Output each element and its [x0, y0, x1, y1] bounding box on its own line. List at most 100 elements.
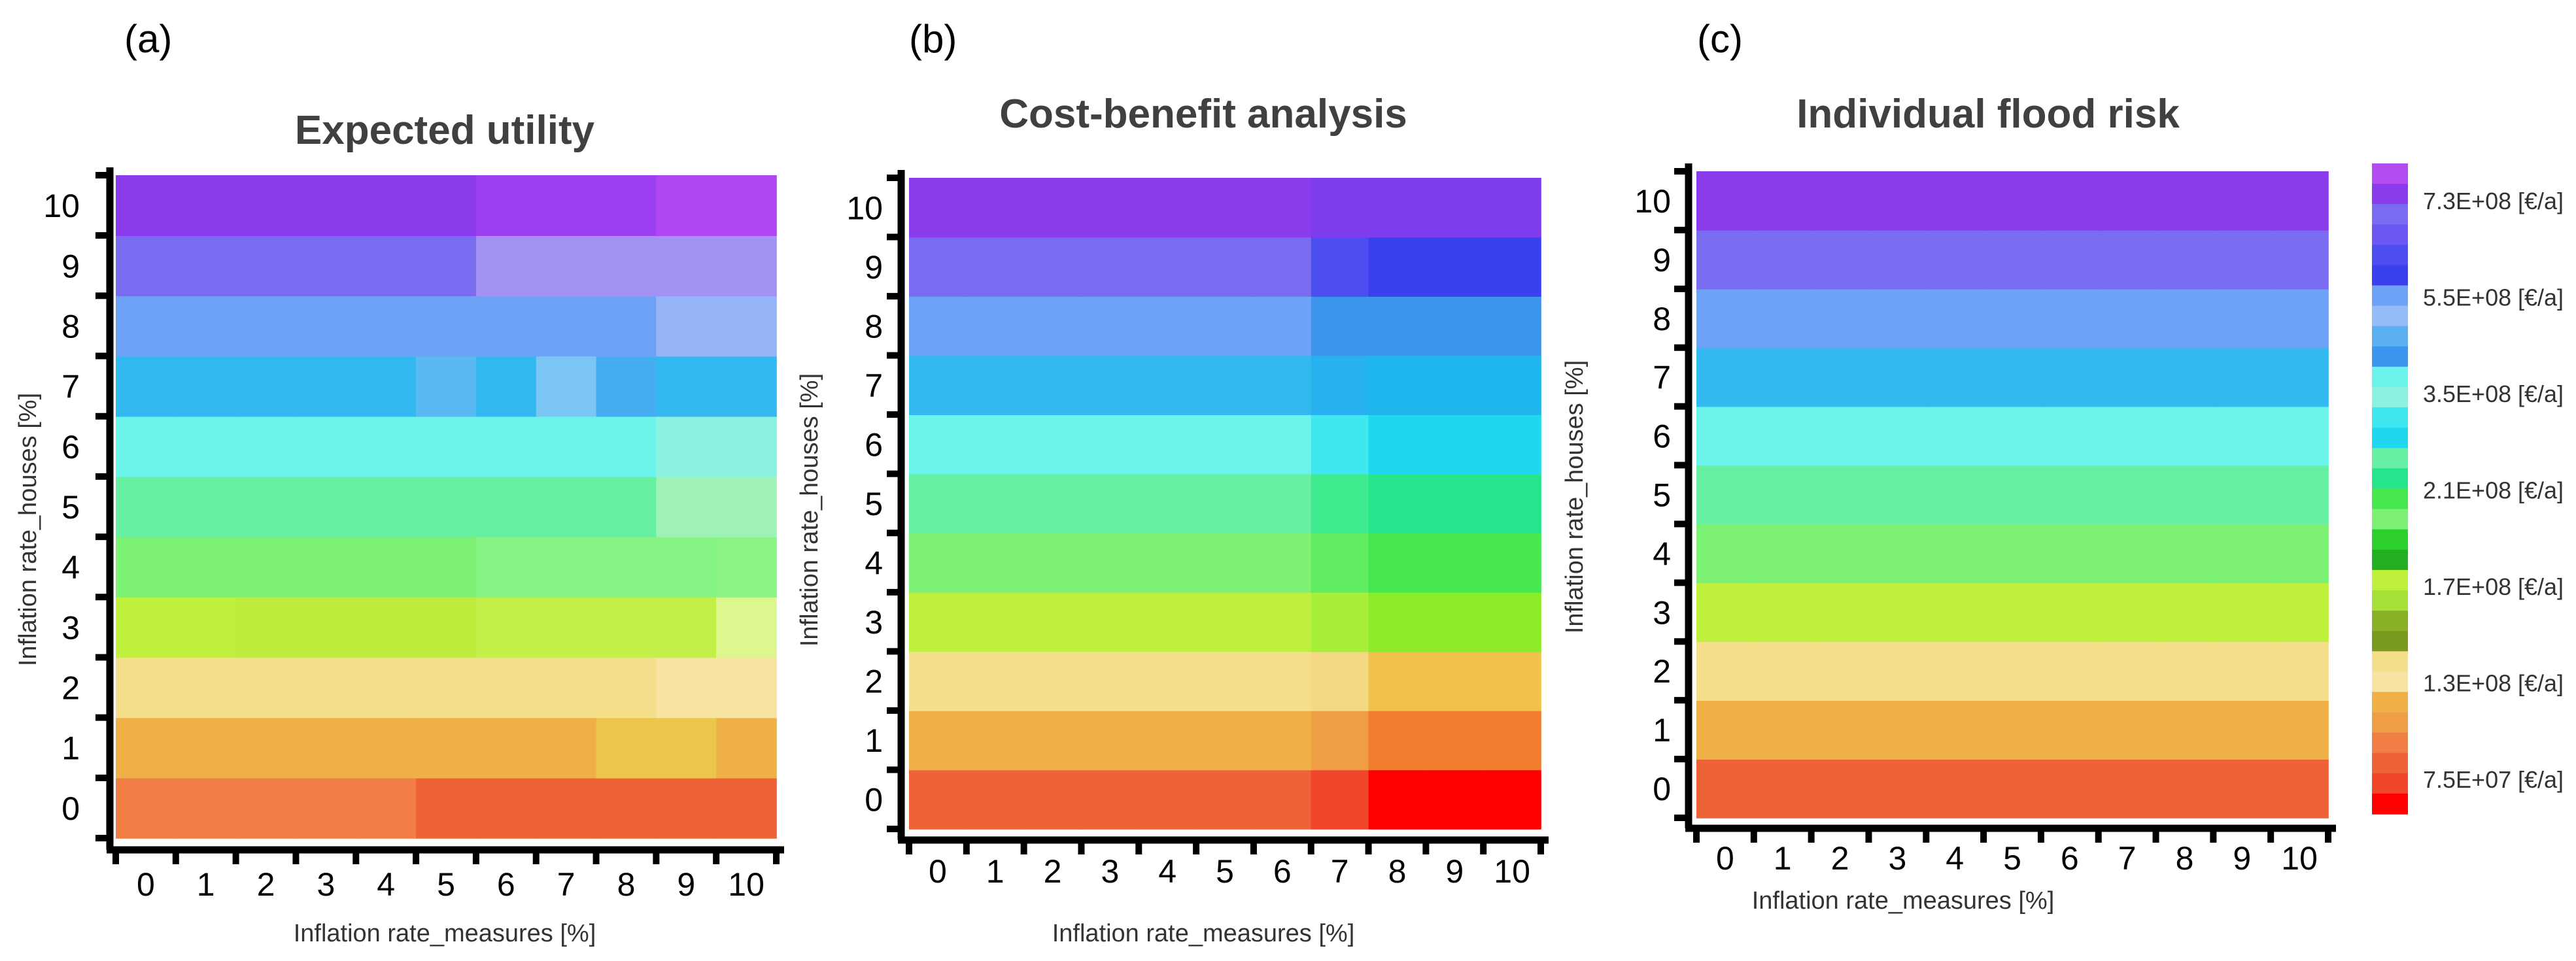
heatmap-cell [2155, 465, 2214, 525]
heatmap-cell [909, 533, 967, 593]
heatmap-cell [1926, 229, 1984, 290]
heatmap-cell [1196, 592, 1254, 652]
heatmap-cell [909, 355, 967, 415]
y-tick-label: 3 [61, 609, 80, 646]
heatmap-cell [2213, 347, 2271, 407]
heatmap-cell [2213, 641, 2271, 701]
x-tick-label: 4 [1158, 853, 1176, 890]
x-tick-label: 1 [1774, 840, 1792, 877]
y-tick-label: 4 [865, 545, 883, 582]
colorbar-swatch [2372, 285, 2408, 307]
heatmap-cell [2271, 288, 2329, 348]
y-tick-label: 5 [61, 489, 80, 526]
heatmap-cell [296, 597, 357, 658]
colorbar-swatch [2372, 468, 2408, 490]
heatmap-cell [1253, 237, 1312, 297]
colorbar-swatch [2372, 163, 2408, 184]
heatmap-cell [1196, 710, 1254, 771]
heatmap-cell [235, 597, 297, 658]
heatmap-cell [1753, 171, 1812, 231]
heatmap-cell [909, 414, 967, 475]
heatmap-cell [175, 356, 237, 417]
y-tick-label: 4 [1653, 535, 1671, 572]
heatmap-cell [536, 476, 597, 537]
panel-tag: (a) [124, 17, 172, 61]
colorbar-swatch [2372, 509, 2408, 530]
heatmap-cell [2271, 406, 2329, 466]
heatmap-cell [966, 651, 1025, 711]
colorbar-swatch [2372, 732, 2408, 754]
heatmap-cell [1426, 710, 1484, 771]
heatmap-cell [1081, 533, 1140, 593]
heatmap-cell [596, 416, 657, 477]
x-axis-label: Inflation rate_measures [%] [294, 920, 596, 947]
heatmap-cell [2098, 229, 2157, 290]
heatmap-cell [1426, 769, 1484, 830]
heatmap-cell [1868, 759, 1927, 818]
heatmap-cell [1311, 710, 1369, 771]
heatmap-cell [909, 473, 967, 534]
y-tick-labels: 0 1 2 3 4 5 6 7 8 9 10 [846, 190, 883, 818]
colorbar-tick-labels: 7.3E+08 [€/a] 5.5E+08 [€/a] 3.5E+08 [€/a] 2.1E… [2423, 188, 2564, 793]
heatmap-cell [116, 175, 177, 236]
heatmap-cell [1023, 178, 1082, 238]
heatmap-cell [1311, 355, 1369, 415]
x-tick-label: 5 [1216, 853, 1234, 890]
heatmap-cell [716, 416, 777, 477]
heatmap-cell [656, 717, 717, 779]
heatmap-cell [2040, 641, 2099, 701]
heatmap-cell [1368, 651, 1427, 711]
heatmap-cell [716, 537, 777, 598]
y-tick-label: 4 [61, 549, 80, 586]
x-tick-label: 8 [1388, 853, 1407, 890]
heatmap-cell [1311, 237, 1369, 297]
heatmap-cell [1984, 700, 2042, 760]
heatmap-cell [909, 651, 967, 711]
heatmap-cell [716, 777, 777, 839]
heatmap-cell [1984, 171, 2042, 231]
heatmap-cell [536, 356, 597, 417]
heatmap-cell [1311, 592, 1369, 652]
heatmap-cell [966, 533, 1025, 593]
x-tick-label: 7 [557, 866, 575, 903]
heatmap-cell [1139, 296, 1197, 356]
heatmap-cell [716, 597, 777, 658]
heatmap-cell [1426, 237, 1484, 297]
heatmap-cell [475, 235, 537, 297]
heatmap-cell [1868, 700, 1927, 760]
heatmap-cell [1311, 473, 1369, 534]
heatmap-cell [235, 476, 297, 537]
colorbar-swatch [2372, 366, 2408, 388]
heatmap-cell [2271, 171, 2329, 231]
heatmap-cell [1426, 473, 1484, 534]
heatmap-cell [2098, 641, 2157, 701]
heatmap-cell [475, 597, 537, 658]
heatmap-cell [175, 295, 237, 357]
heatmap-cell [1811, 700, 1870, 760]
heatmap-cell [1868, 347, 1927, 407]
heatmap-cell [1868, 524, 1927, 584]
heatmap-cell [1023, 651, 1082, 711]
heatmap-cell [1811, 582, 1870, 643]
heatmap-cell [1753, 229, 1812, 290]
heatmap-cell [235, 175, 297, 236]
colorbar-tick-label: 2.1E+08 [2423, 477, 2511, 504]
colorbar-swatch [2372, 712, 2408, 733]
heatmap-cell [2213, 582, 2271, 643]
heatmap-cell [416, 235, 477, 297]
heatmap-cell [1483, 710, 1541, 771]
heatmap-cell [296, 476, 357, 537]
heatmap-cell [536, 295, 597, 357]
heatmap-cell [1696, 582, 1755, 643]
y-tick-labels: 0 1 2 3 4 5 6 7 8 9 10 [43, 188, 80, 827]
heatmap-cell [2040, 347, 2099, 407]
heatmap-cell [1984, 229, 2042, 290]
colorbar-swatch [2372, 793, 2408, 815]
y-tick-label: 7 [865, 367, 883, 404]
heatmap-cell [1196, 533, 1254, 593]
heatmap-cell [2155, 347, 2214, 407]
x-tick-label: 5 [2003, 840, 2021, 877]
heatmap-cell [1368, 414, 1427, 475]
colorbar-swatch [2372, 448, 2408, 469]
heatmap-cell [356, 537, 417, 598]
